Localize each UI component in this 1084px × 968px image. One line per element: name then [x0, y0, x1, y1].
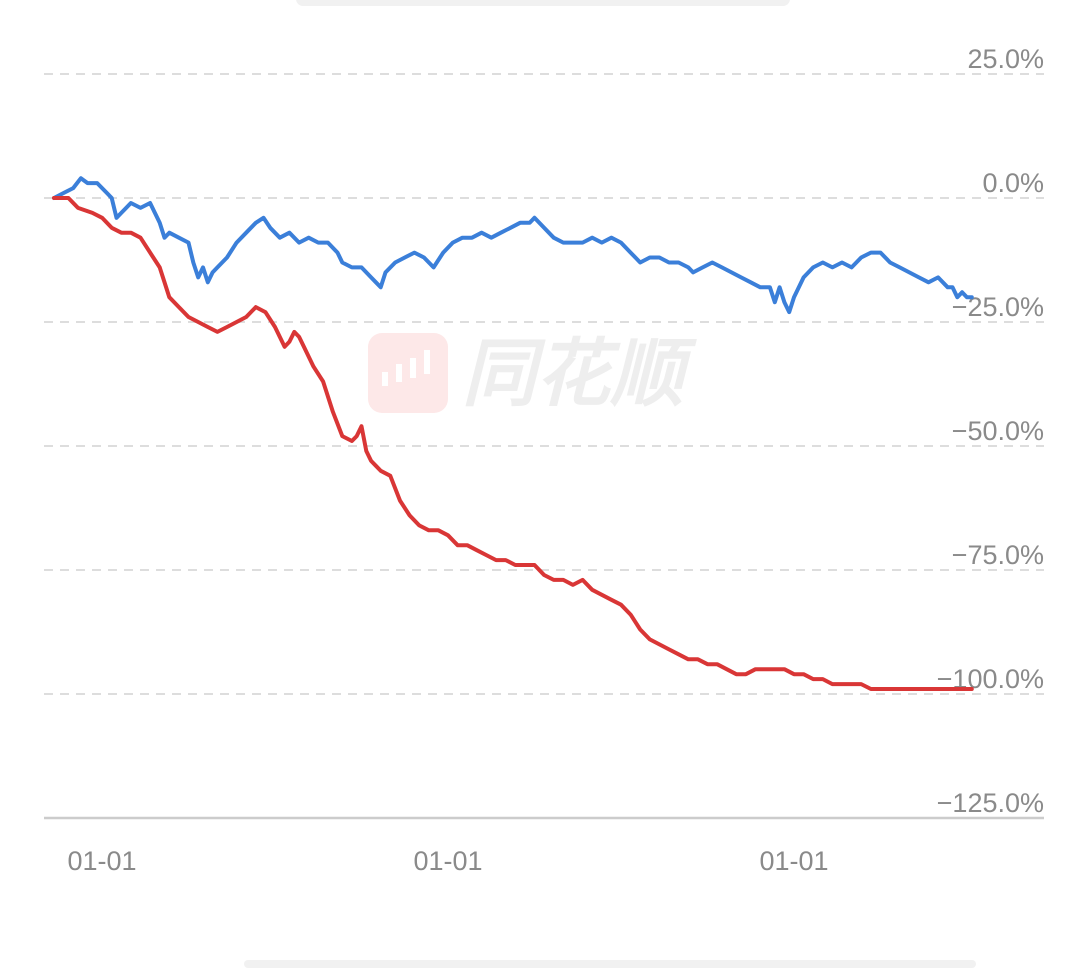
candlestick-logo-icon: [368, 333, 448, 413]
series-lines: [52, 176, 974, 691]
x-axis-ticks: 01-01 01-01 01-01: [68, 846, 829, 876]
x-tick-label: 01-01: [413, 846, 482, 876]
watermark-text: 同花顺: [462, 332, 697, 415]
candlestick-logo-icon-candle: [382, 372, 388, 386]
bottom-bar: [244, 960, 976, 968]
x-tick-label: 01-01: [68, 846, 137, 876]
candlestick-logo-icon-candle: [396, 364, 402, 382]
series-line-1: [52, 176, 974, 315]
candlestick-logo-icon-candle: [424, 350, 430, 374]
y-tick-label: 25.0%: [967, 44, 1044, 74]
y-tick-label: 0.0%: [982, 168, 1044, 198]
candlestick-logo-icon-candle: [410, 358, 416, 378]
y-tick-label: −75.0%: [952, 540, 1044, 570]
y-tick-label: −125.0%: [937, 788, 1044, 818]
y-tick-label: −50.0%: [952, 416, 1044, 446]
x-tick-label: 01-01: [759, 846, 828, 876]
series-line-2: [52, 196, 974, 691]
grid-lines: [44, 73, 1044, 695]
y-axis-ticks: 25.0%0.0%−25.0%−50.0%−75.0%−100.0%−125.0…: [937, 44, 1044, 818]
watermark: 同花顺: [368, 332, 697, 415]
top-drag-handle: [296, 0, 790, 6]
